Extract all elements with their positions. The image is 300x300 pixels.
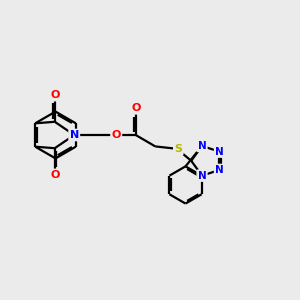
Text: N: N (198, 171, 206, 181)
Text: O: O (112, 130, 121, 140)
Text: N: N (215, 147, 224, 157)
Text: S: S (174, 144, 182, 154)
Text: O: O (50, 90, 59, 100)
Text: N: N (215, 165, 224, 175)
Text: O: O (131, 103, 140, 113)
Text: N: N (198, 141, 206, 151)
Text: O: O (50, 170, 59, 180)
Text: N: N (70, 130, 79, 140)
